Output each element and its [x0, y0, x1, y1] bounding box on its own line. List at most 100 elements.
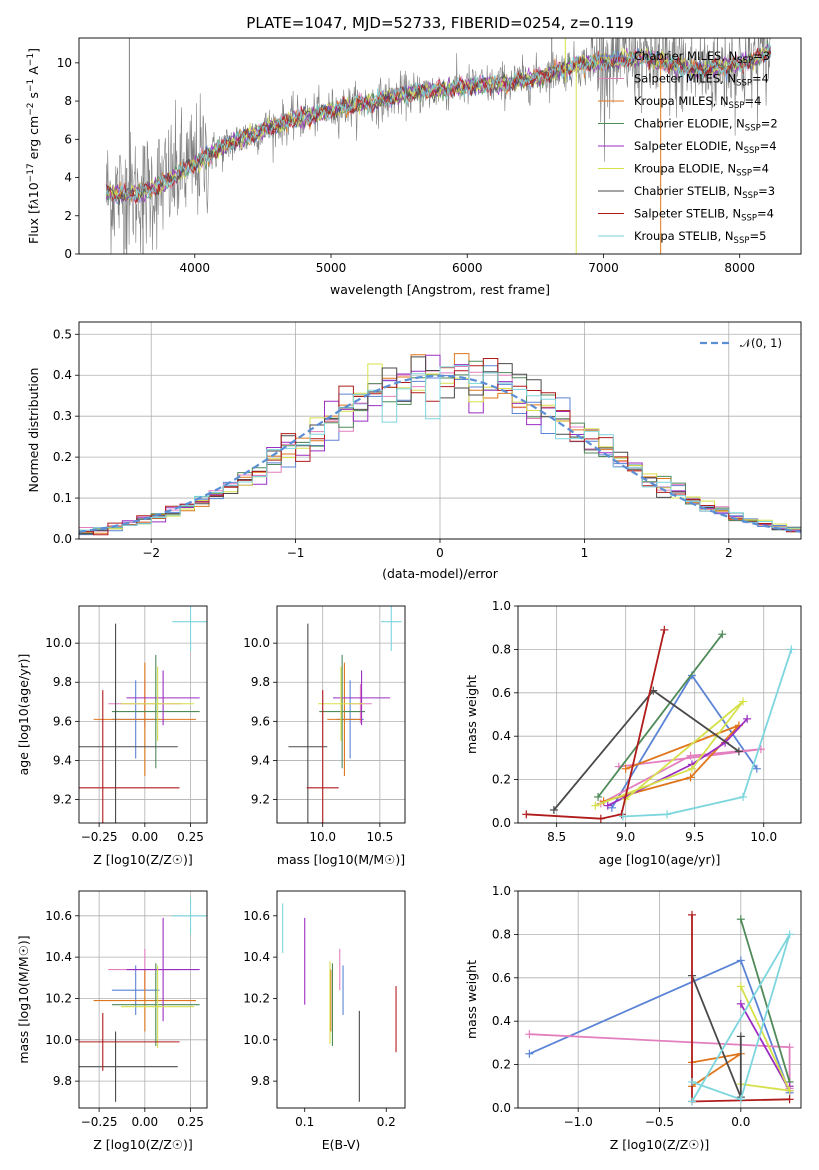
mass_vs_Z-ylabel: mass [log10(M/M☉)] [16, 935, 31, 1063]
mass_weight_vs_age-axes [514, 605, 801, 827]
legend-label-chabrier_elodie: Chabrier ELODIE, NSSP=2 [634, 117, 778, 134]
age_vs_mass-points [288, 606, 402, 823]
mass_weight_vs_age-ylabel: mass weight [464, 675, 479, 754]
y-tick-label: 2 [64, 209, 72, 223]
legend-label-chabrier_miles: Chabrier MILES, NSSP=3 [634, 49, 770, 66]
legend-label-kroupa_elodie: Kroupa ELODIE, NSSP=4 [634, 162, 769, 179]
series-kroupa_miles [603, 724, 740, 803]
mass_weight_vs_age-frame [517, 605, 802, 824]
x-tick-label: 9.0 [616, 830, 635, 844]
y-tick-label: 10.4 [45, 950, 72, 964]
y-tick-label: 1.0 [492, 599, 511, 613]
x-tick-label: 10.0 [750, 830, 777, 844]
x-tick-label: 4000 [180, 261, 211, 275]
series-chabrier_elodie [597, 633, 724, 798]
y-tick-label: 0.4 [492, 1014, 511, 1028]
x-tick-label: 0.00 [131, 830, 158, 844]
legend-label-salpeter_miles: Salpeter MILES, NSSP=4 [634, 72, 769, 89]
y-tick-label: 10 [57, 56, 72, 70]
x-tick-label: 6000 [452, 261, 483, 275]
y-tick-label: 9.6 [53, 714, 72, 728]
series-chabrier_miles [611, 673, 758, 809]
y-tick-label: 0.4 [492, 729, 511, 743]
y-tick-label: 9.2 [251, 793, 270, 807]
x-tick-label: −1 [287, 546, 305, 560]
y-tick-label: 0.1 [53, 491, 72, 505]
mass_vs_Z-xlabel: Z [log10(Z/Z☉)] [93, 1137, 193, 1152]
legend-label-kroupa_stelib: Kroupa STELIB, NSSP=5 [634, 229, 766, 246]
legend-label-chabrier_stelib: Chabrier STELIB, NSSP=3 [634, 184, 775, 201]
mass_vs_ebv-points [282, 903, 397, 1102]
mass_vs_Z-frame [78, 890, 208, 1109]
series-salpeter_miles [600, 748, 762, 805]
mass_weight_vs_Z-xlabel: Z [log10(Z/Z☉)] [610, 1137, 710, 1152]
mass_vs_ebv-xlabel: E(B-V) [322, 1137, 361, 1152]
spectrum-ylabel: Flux [fλ10−17 erg cm−2 s−1 A−1] [26, 48, 41, 244]
y-tick-label: 9.2 [53, 793, 72, 807]
y-tick-label: 6 [64, 132, 72, 146]
y-tick-label: 0.2 [53, 450, 72, 464]
y-tick-label: 9.8 [251, 1074, 270, 1088]
spectrum-xlabel: wavelength [Angstrom, rest frame] [330, 282, 550, 297]
x-tick-label: 0.25 [177, 830, 204, 844]
legend-label-salpeter_stelib: Salpeter STELIB, NSSP=4 [634, 207, 774, 224]
histograms [79, 353, 801, 536]
y-tick-label: 10.2 [45, 991, 72, 1005]
x-tick-label: 9.5 [685, 830, 704, 844]
y-tick-label: 8 [64, 94, 72, 108]
legend-label-gaussian: 𝒩(0, 1) [740, 336, 782, 350]
x-tick-label: 8.5 [547, 830, 566, 844]
mass_vs_ebv-axes [273, 915, 387, 1112]
y-tick-label: 0.5 [53, 327, 72, 341]
mass_vs_ebv-frame [276, 890, 406, 1109]
mass_weight_vs_Z-frame [517, 890, 802, 1109]
x-tick-label: 0.00 [131, 1115, 158, 1129]
gaussian-curve [79, 374, 801, 533]
y-tick-label: 0.8 [492, 642, 511, 656]
mass_weight_vs_Z-axes [514, 890, 801, 1112]
mass_weight_vs_age-xlabel: age [log10(age/yr)] [599, 852, 721, 867]
series-kroupa_stelib [622, 649, 793, 818]
age_vs_mass-xlabel: mass [log10(M/M☉)] [277, 852, 405, 867]
y-tick-label: 0.0 [53, 532, 72, 546]
y-tick-label: 10.0 [45, 1033, 72, 1047]
y-tick-label: 4 [64, 171, 72, 185]
mass_weight_vs_age-series [522, 625, 796, 823]
age_vs_mass-frame [276, 605, 406, 824]
y-tick-label: 1.0 [492, 884, 511, 898]
age_vs_Z-axes [75, 606, 207, 827]
y-tick-label: 9.6 [251, 714, 270, 728]
spectrum-frame [78, 37, 802, 255]
histogram-xlabel: (data-model)/error [382, 566, 499, 581]
x-tick-label: 8000 [724, 261, 755, 275]
y-tick-label: 0.0 [492, 1101, 511, 1115]
y-tick-label: 9.4 [53, 753, 72, 767]
y-tick-label: 9.8 [251, 675, 270, 689]
x-tick-label: −1.0 [564, 1115, 593, 1129]
y-tick-label: 0.2 [492, 1058, 511, 1072]
x-tick-label: 10.0 [309, 830, 336, 844]
mass_vs_Z-points [79, 897, 207, 1102]
y-tick-label: 10.0 [243, 1033, 270, 1047]
y-tick-label: 0.6 [492, 686, 511, 700]
age_vs_mass-axes [273, 606, 405, 827]
y-tick-label: 10.0 [45, 636, 72, 650]
x-tick-label: −0.25 [81, 830, 118, 844]
model-spectrum-salpeter_elodie [105, 43, 772, 203]
x-tick-label: 7000 [588, 261, 619, 275]
y-tick-label: 10.4 [243, 950, 270, 964]
model-spectrum-kroupa_stelib [105, 43, 772, 203]
y-tick-label: 0.8 [492, 927, 511, 941]
y-tick-label: 10.2 [243, 991, 270, 1005]
spectrum-axes [75, 62, 741, 258]
spectrum-title: PLATE=1047, MJD=52733, FIBERID=0254, z=0… [246, 14, 633, 32]
x-tick-label: 2 [725, 546, 733, 560]
y-tick-label: 0 [64, 247, 72, 261]
x-tick-label: −0.25 [81, 1115, 118, 1129]
series-chabrier_stelib [691, 975, 742, 1098]
model-spectrum-salpeter_stelib [105, 47, 772, 205]
age_vs_Z-ylabel: age [log10(age/yr)] [16, 654, 31, 776]
spectrum-lines [105, 38, 772, 254]
y-tick-label: 10.6 [243, 909, 270, 923]
